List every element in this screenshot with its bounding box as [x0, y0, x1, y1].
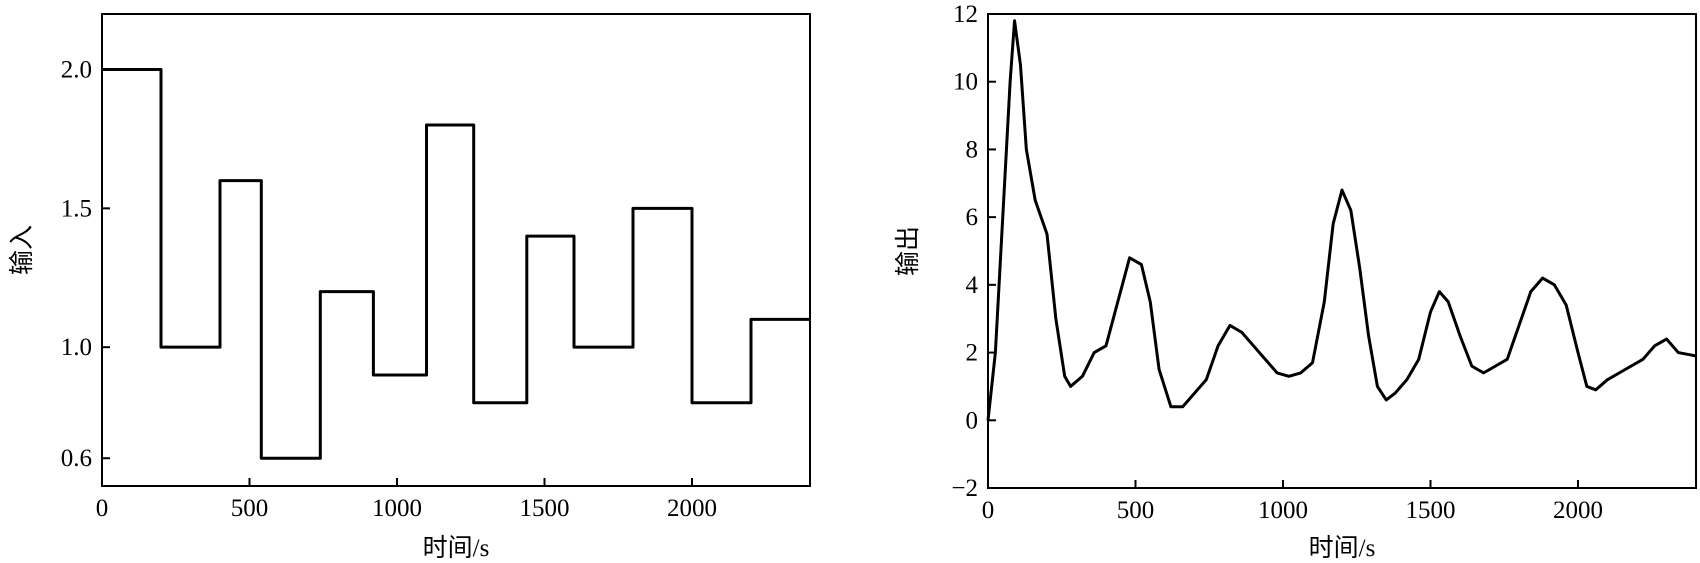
x-tick-label: 500 [1117, 497, 1155, 524]
x-axis-label: 时间/s [1309, 534, 1376, 562]
data-line [102, 68, 810, 460]
y-tick-label: 8 [966, 136, 979, 163]
plot-frame [101, 13, 811, 487]
y-tick-label: 1.0 [61, 334, 92, 361]
y-tick-label: −2 [951, 475, 978, 502]
data-line [986, 19, 1697, 421]
x-axis-label: 时间/s [423, 534, 490, 562]
x-tick-label: 500 [231, 495, 269, 522]
x-tick-label: 1500 [1406, 497, 1456, 524]
y-tick-label: 6 [966, 204, 979, 231]
x-tick-label: 1500 [520, 495, 570, 522]
x-tick-label: 2000 [1553, 497, 1603, 524]
y-tick-label: 2 [966, 340, 979, 367]
y-tick-label: 0 [966, 407, 979, 434]
plot-frame [987, 13, 1697, 489]
y-tick-label: 2.0 [61, 57, 92, 84]
y-tick-label: 1.5 [61, 195, 92, 222]
x-tick-label: 0 [982, 497, 995, 524]
x-tick-label: 1000 [372, 495, 422, 522]
y-tick-label: 4 [966, 272, 979, 299]
x-tick-label: 0 [96, 495, 109, 522]
y-axis-label: 输入 [8, 225, 36, 275]
x-tick-label: 1000 [1258, 497, 1308, 524]
y-axis-label: 输出 [894, 226, 922, 276]
y-tick-label: 10 [953, 69, 978, 96]
y-tick-label: 12 [953, 1, 978, 28]
y-tick-label: 0.6 [61, 445, 92, 472]
x-tick-label: 2000 [667, 495, 717, 522]
